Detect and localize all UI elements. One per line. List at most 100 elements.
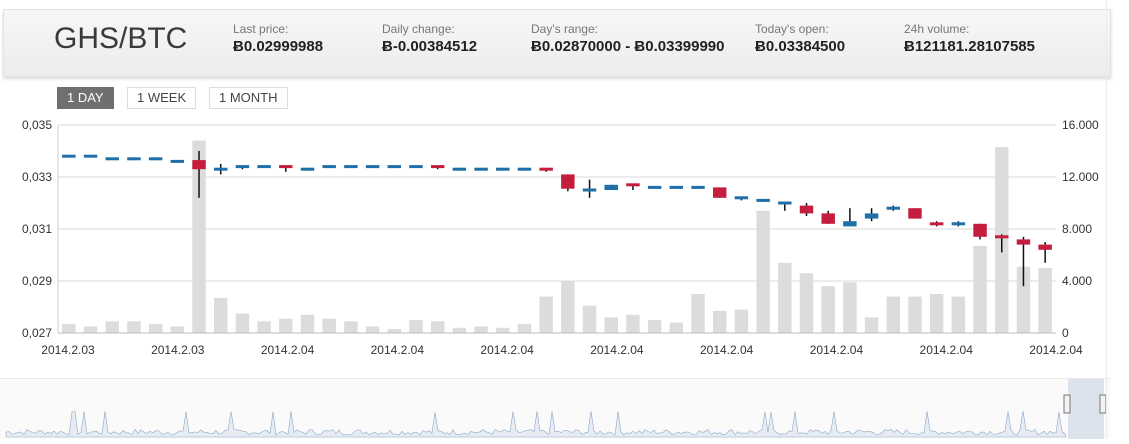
candle-down xyxy=(929,222,944,226)
volume-bar xyxy=(582,305,597,333)
candle-down xyxy=(539,167,553,171)
candle-up xyxy=(734,196,749,200)
y2-tick-label: 4.000 xyxy=(1062,274,1092,288)
y2-tick-label: 12.000 xyxy=(1062,170,1099,184)
volume-bar xyxy=(257,321,271,333)
candle-up xyxy=(886,206,901,210)
volume-bar xyxy=(387,329,402,333)
x-tick-label: 2014.2.04 xyxy=(920,343,974,357)
volume-bar xyxy=(756,210,770,333)
volume-bar xyxy=(496,327,510,333)
volume-bar xyxy=(409,320,423,333)
volume-bar xyxy=(1038,268,1052,333)
volume-bar xyxy=(734,309,749,333)
x-tick-label: 2014.2.04 xyxy=(700,343,754,357)
candle-up xyxy=(452,167,467,171)
candle-up xyxy=(582,188,597,192)
volume-bar xyxy=(127,321,141,333)
y-tick-label: 0,029 xyxy=(22,274,52,288)
candle-up xyxy=(951,222,966,226)
volume-bar xyxy=(279,318,293,333)
volume-bar xyxy=(430,321,445,333)
y-tick-label: 0,031 xyxy=(22,222,52,236)
y2-tick-label: 16.000 xyxy=(1062,118,1099,132)
price-chart: 0,035 0,033 0,031 0,029 0,027 16.000 12.000 8.0… xyxy=(22,118,1099,357)
volume-bar xyxy=(647,320,662,333)
x-tick-label: 2014.2.04 xyxy=(810,343,864,357)
candle-up xyxy=(864,213,879,219)
candle-up xyxy=(496,167,510,171)
candle-up xyxy=(213,167,228,171)
y-tick-label: 0,033 xyxy=(22,170,52,184)
navigator-window xyxy=(1068,379,1104,439)
volume-bar xyxy=(843,282,857,333)
stat-days-range: Day's range: Ƀ0.02870000 - Ƀ0.03399990 xyxy=(531,22,725,55)
volume-bar xyxy=(669,322,684,333)
tab-1-month[interactable]: 1 MONTH xyxy=(209,87,288,109)
candle-up xyxy=(300,167,315,171)
candle-up xyxy=(257,165,271,169)
volume-bar xyxy=(778,262,792,333)
stat-todays-open: Today's open: Ƀ0.03384500 xyxy=(755,22,845,55)
candle-down xyxy=(1016,239,1031,245)
candle-up xyxy=(148,157,163,161)
volume-bar xyxy=(908,296,922,333)
volume-bar xyxy=(213,297,228,333)
stat-value: Ƀ121181.28107585 xyxy=(904,38,1035,55)
candle-up xyxy=(83,154,98,158)
candle-up xyxy=(235,165,250,169)
x-tick-label: 2014.2.04 xyxy=(1029,343,1083,357)
candle-up xyxy=(170,159,185,163)
candle-down xyxy=(1038,244,1052,250)
y-tick-label: 0,027 xyxy=(22,326,52,340)
candle-down xyxy=(561,174,575,189)
volume-bar xyxy=(192,140,206,333)
volume-bar xyxy=(474,326,488,333)
navigator[interactable] xyxy=(0,378,1110,439)
x-tick-label: 2014.2.03 xyxy=(41,343,95,357)
volume-bar xyxy=(561,281,575,333)
stat-value: Ƀ0.03384500 xyxy=(755,38,846,55)
stat-label: Day's range: xyxy=(531,22,598,36)
candle-down xyxy=(799,205,814,214)
volume-bar xyxy=(83,326,98,333)
candle-down xyxy=(995,235,1009,239)
volume-bar xyxy=(864,317,879,333)
candle-up xyxy=(474,167,488,171)
y2-tick-label: 0 xyxy=(1062,326,1069,340)
candle-up xyxy=(322,165,336,169)
navigator-handle-left xyxy=(1063,394,1071,414)
stat-label: Daily change: xyxy=(382,22,455,36)
pair-title: GHS/BTC xyxy=(54,22,188,55)
candle-up xyxy=(843,221,857,227)
volume-bar xyxy=(626,314,640,333)
navigator-series xyxy=(5,379,1107,439)
tab-1-week[interactable]: 1 WEEK xyxy=(127,87,197,109)
volume-bar xyxy=(452,327,467,333)
candle-up xyxy=(127,157,141,161)
candle-up xyxy=(778,201,792,205)
candle-up xyxy=(409,165,423,169)
navigator-area xyxy=(5,411,1067,438)
candle-down xyxy=(908,208,922,219)
candle-down xyxy=(626,183,640,187)
volume-bar xyxy=(517,323,532,333)
volume-bar xyxy=(344,321,358,333)
volume-bar xyxy=(604,317,618,333)
stat-daily-change: Daily change: Ƀ-0.00384512 xyxy=(382,22,477,55)
candle-down xyxy=(430,165,445,169)
stat-label: Last price: xyxy=(233,22,289,36)
stat-label: Today's open: xyxy=(755,22,829,36)
volume-bar xyxy=(821,286,835,333)
candle-down xyxy=(279,165,293,169)
y2-tick-label: 8.000 xyxy=(1062,222,1092,236)
stat-value: Ƀ-0.00384512 xyxy=(382,38,478,55)
volume-bar xyxy=(951,296,966,333)
stat-24h-volume: 24h volume: Ƀ121181.28107585 xyxy=(904,22,1035,55)
candle-down xyxy=(973,223,987,237)
candle-up xyxy=(756,198,770,202)
candle-up xyxy=(105,157,119,161)
volume-bar xyxy=(235,313,250,333)
tab-1-day[interactable]: 1 DAY xyxy=(57,87,114,109)
candle-up xyxy=(669,185,684,189)
